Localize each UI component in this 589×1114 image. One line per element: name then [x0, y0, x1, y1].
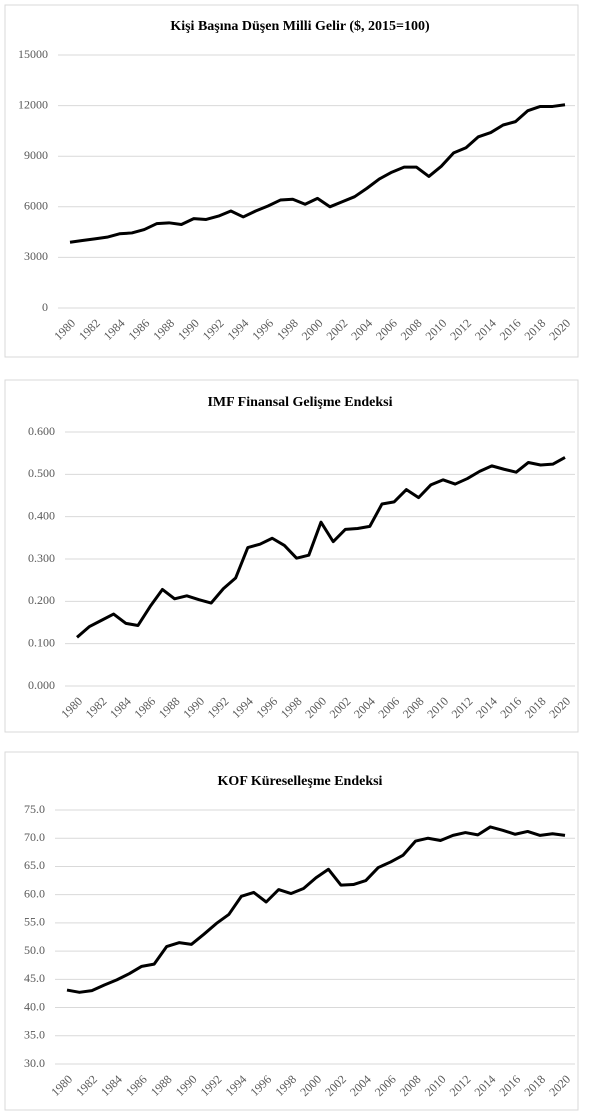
panel-border: [4, 4, 579, 358]
chart-title: KOF Küreselleşme Endeksi: [218, 774, 383, 789]
y-tick-label: 30.0: [24, 1056, 45, 1070]
y-tick-label: 45.0: [24, 971, 45, 985]
chart-panel: Kişi Başına Düşen Milli Gelir ($, 2015=1…: [4, 4, 579, 358]
y-tick-label: 0.300: [28, 551, 55, 565]
y-tick-label: 0.500: [28, 466, 55, 480]
chart-title: IMF Finansal Gelişme Endeksi: [207, 395, 392, 410]
y-tick-label: 0.100: [28, 635, 55, 649]
y-tick-label: 0.600: [28, 424, 55, 438]
chart-title: Kişi Başına Düşen Milli Gelir ($, 2015=1…: [170, 19, 430, 34]
y-tick-label: 65.0: [24, 858, 45, 872]
panel-border: [4, 751, 579, 1111]
y-tick-label: 12000: [18, 97, 48, 111]
y-tick-label: 50.0: [24, 943, 45, 957]
y-tick-label: 60.0: [24, 886, 45, 900]
data-line: [76, 456, 566, 639]
y-tick-label: 0.400: [28, 508, 55, 522]
y-tick-label: 0: [42, 300, 48, 314]
panel-border: [4, 379, 579, 733]
y-tick-label: 9000: [24, 148, 48, 162]
y-tick-label: 55.0: [24, 915, 45, 929]
y-tick-label: 15000: [18, 47, 48, 61]
chart-panel: KOF Küreselleşme Endeksi 30.0 35.0 40.0 45.0…: [4, 751, 579, 1111]
y-tick-label: 3000: [24, 249, 48, 263]
y-tick-label: 40.0: [24, 999, 45, 1013]
y-tick-label: 70.0: [24, 830, 45, 844]
y-tick-label: 35.0: [24, 1028, 45, 1042]
chart-panel: IMF Finansal Gelişme Endeksi 0.000 0.100 0.…: [4, 379, 579, 733]
y-tick-label: 0.000: [28, 678, 55, 692]
data-line: [66, 825, 566, 994]
y-tick-label: 75.0: [24, 802, 45, 816]
y-tick-label: 0.200: [28, 593, 55, 607]
y-tick-label: 6000: [24, 199, 48, 213]
data-line: [69, 103, 566, 244]
